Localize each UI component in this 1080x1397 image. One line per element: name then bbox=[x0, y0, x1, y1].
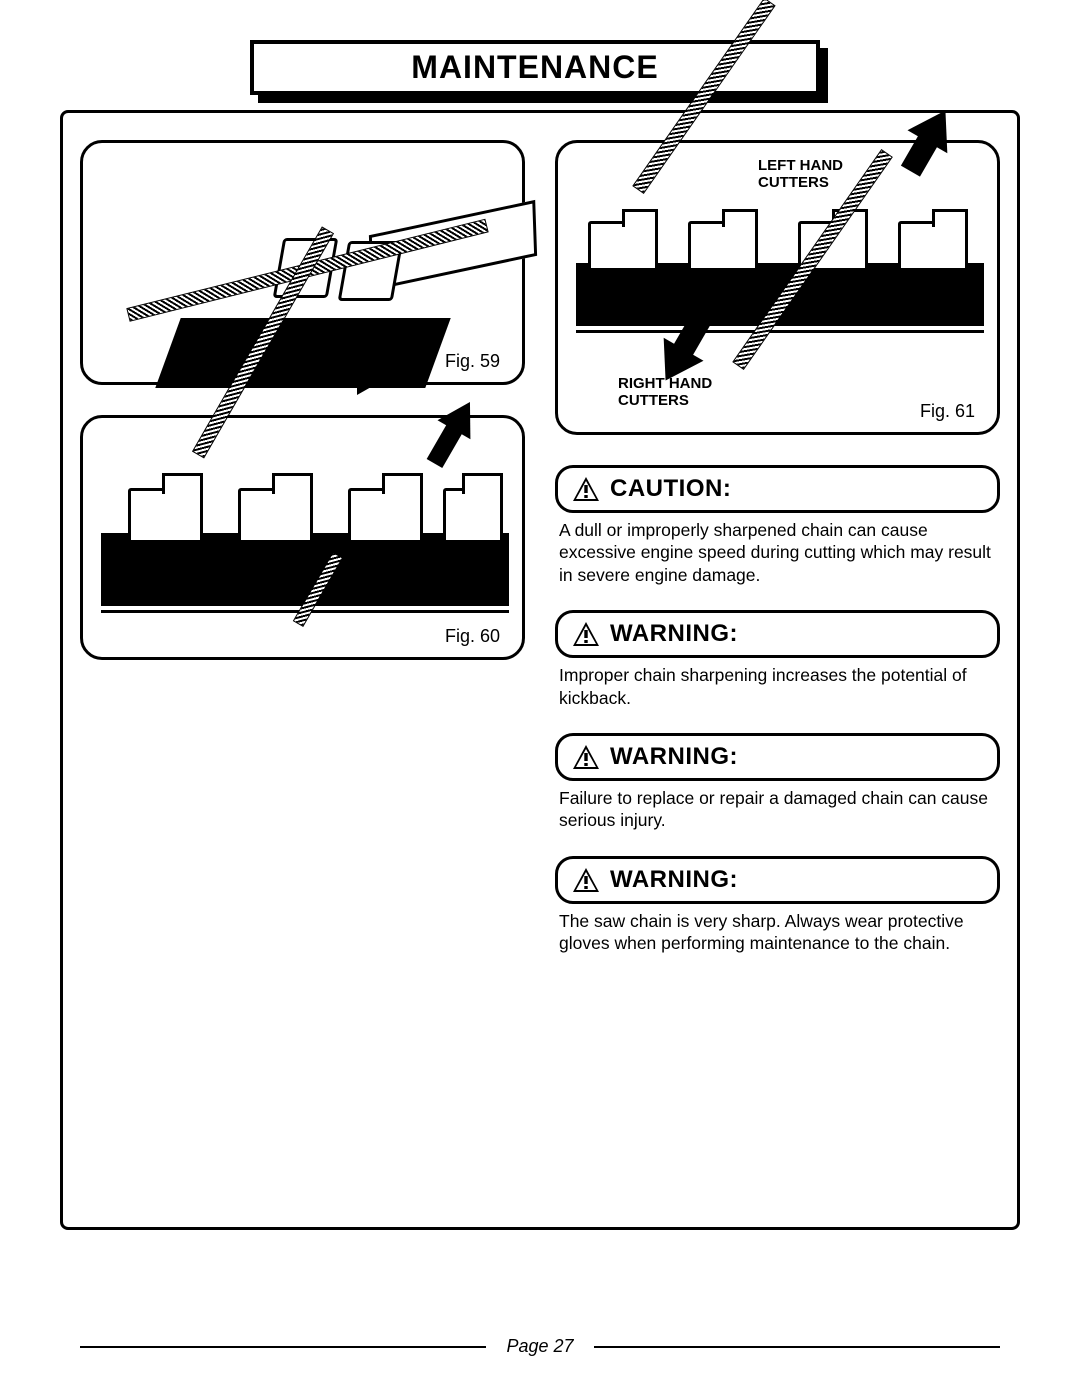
alert-title: CAUTION: bbox=[610, 475, 731, 503]
alert-title: WARNING: bbox=[610, 743, 738, 771]
arrow-icon bbox=[303, 363, 393, 393]
alert-body: Improper chain sharpening increases the … bbox=[555, 658, 1000, 723]
figure-caption: Fig. 60 bbox=[445, 626, 500, 647]
alert-header: WARNING: bbox=[555, 733, 1000, 781]
alert-header: CAUTION: bbox=[555, 465, 1000, 513]
alert-triangle-icon bbox=[572, 621, 600, 647]
alert-triangle-icon bbox=[572, 476, 600, 502]
figure-60: Fig. 60 bbox=[80, 415, 525, 660]
alert-triangle-icon bbox=[572, 867, 600, 893]
divider bbox=[80, 1346, 486, 1348]
figure-caption: Fig. 59 bbox=[445, 351, 500, 372]
left-hand-cutters-label: LEFT HAND CUTTERS bbox=[758, 157, 843, 192]
alert-title: WARNING: bbox=[610, 866, 738, 894]
alert-body: Failure to replace or repair a damaged c… bbox=[555, 781, 1000, 846]
divider bbox=[594, 1346, 1000, 1348]
alert-body: A dull or improperly sharpened chain can… bbox=[555, 513, 1000, 600]
caution-block: CAUTION: A dull or improperly sharpened … bbox=[555, 465, 1000, 600]
alert-header: WARNING: bbox=[555, 856, 1000, 904]
warning-block: WARNING: Failure to replace or repair a … bbox=[555, 733, 1000, 846]
alert-title: WARNING: bbox=[610, 620, 738, 648]
figure-61: LEFT HAND CUTTERS RIGHT HAND CUTTERS Fig… bbox=[555, 140, 1000, 435]
alert-triangle-icon bbox=[572, 744, 600, 770]
figure-caption: Fig. 61 bbox=[920, 401, 975, 422]
page-title: MAINTENANCE bbox=[411, 49, 658, 86]
alert-header: WARNING: bbox=[555, 610, 1000, 658]
alert-body: The saw chain is very sharp. Always wear… bbox=[555, 904, 1000, 969]
content-columns: Fig. 59 Fig. 60 LEFT H bbox=[80, 140, 1000, 979]
page-number: Page 27 bbox=[486, 1336, 593, 1357]
right-column: LEFT HAND CUTTERS RIGHT HAND CUTTERS Fig… bbox=[555, 140, 1000, 979]
left-column: Fig. 59 Fig. 60 bbox=[80, 140, 525, 979]
warning-block: WARNING: The saw chain is very sharp. Al… bbox=[555, 856, 1000, 969]
page-footer: Page 27 bbox=[80, 1336, 1000, 1357]
warning-block: WARNING: Improper chain sharpening incre… bbox=[555, 610, 1000, 723]
right-hand-cutters-label: RIGHT HAND CUTTERS bbox=[618, 375, 712, 410]
